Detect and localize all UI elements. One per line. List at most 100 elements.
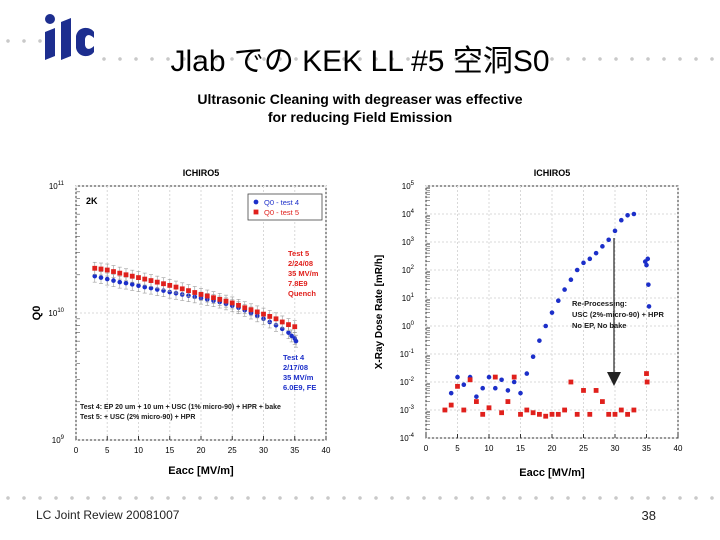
- data-point-test4: [129, 282, 135, 287]
- data-point-test4: [448, 390, 454, 396]
- data-point-test4: [645, 256, 651, 262]
- top-dotted-rule-left: [0, 38, 50, 44]
- test5-line-1: Test 5: [288, 249, 309, 258]
- x-tick-label: 25: [228, 446, 237, 455]
- data-point-test5: [555, 411, 561, 417]
- chart-title: ICHIRO5: [183, 168, 220, 178]
- data-point-test5: [455, 383, 460, 389]
- data-point-test5: [625, 411, 630, 417]
- data-point-test4: [530, 354, 536, 360]
- test5-line-5: Quench: [288, 289, 316, 298]
- data-point-test5: [574, 411, 580, 417]
- x-tick-label: 30: [259, 446, 268, 455]
- data-point-test4: [117, 279, 123, 285]
- test5-line-2: 2/24/08: [288, 259, 313, 268]
- legend-label-test4: Q0 - test 4: [264, 198, 299, 207]
- slide-title: Jlab での KEK LL #5 空洞S0: [170, 45, 550, 78]
- y-axis-label: X-Ray Dose Rate [mR/h]: [374, 255, 385, 369]
- data-point-test5: [644, 379, 650, 385]
- data-point-test4: [455, 374, 460, 380]
- data-point-test4: [92, 273, 98, 279]
- data-point-test4: [646, 304, 652, 309]
- grid: [75, 185, 327, 441]
- data-point-test5: [198, 292, 204, 297]
- data-point-test4: [612, 228, 618, 234]
- y-tick-label: 102: [402, 265, 415, 275]
- data-point-test5: [511, 374, 517, 380]
- y-tick-label: 1011: [49, 181, 65, 191]
- x-tick-label: 0: [74, 446, 79, 455]
- data-point-test5: [606, 411, 612, 417]
- data-point-test5: [117, 270, 123, 276]
- test5-annotation: Test 5 2/24/08 35 MV/m 7.8E9 Quench: [288, 249, 319, 298]
- data-point-test4: [568, 277, 574, 283]
- y-tick-label: 104: [402, 209, 415, 219]
- y-tick-labels: 1011 1010 109: [48, 181, 64, 445]
- data-point-test5: [600, 399, 605, 404]
- y-tick-label: 109: [52, 435, 65, 445]
- x-tick-label: 20: [548, 444, 557, 453]
- data-point-test5: [486, 405, 492, 411]
- subtitle-line-2: for reducing Field Emission: [267, 109, 453, 125]
- x-tick-labels: 0 5 10 15 20 25 30 35 40: [74, 446, 331, 455]
- data-point-test4: [111, 278, 116, 283]
- data-point-test4: [286, 330, 291, 335]
- x-tick-label: 40: [674, 444, 683, 453]
- data-point-test4: [293, 338, 299, 344]
- data-point-test5: [448, 402, 454, 408]
- reprocessing-line-3: No EP, No bake: [572, 321, 626, 330]
- data-point-test5: [229, 300, 235, 306]
- data-point-test5: [217, 296, 223, 302]
- data-point-test4: [644, 262, 649, 268]
- data-point-test5: [111, 269, 116, 274]
- data-point-test5: [254, 309, 260, 315]
- data-point-test5: [581, 388, 586, 393]
- process-notes: Test 4: EP 20 um + 10 um + USC (1% micro…: [80, 404, 281, 421]
- y-axis-label: Q0: [31, 306, 43, 321]
- test4-line-2: 2/17/08: [283, 363, 308, 372]
- top-dotted-rule: [96, 56, 720, 62]
- data-point-test5: [568, 379, 574, 385]
- data-point-test5: [98, 266, 104, 272]
- y-tick-labels: 105 104 103 102 101 100 10-1 10-2 10-3 10-4: [400, 181, 415, 443]
- data-point-test5: [129, 273, 135, 279]
- data-point-test5: [537, 411, 542, 417]
- x-tick-label: 10: [485, 444, 494, 453]
- x-tick-label: 15: [516, 444, 525, 453]
- data-point-test4: [600, 244, 605, 249]
- data-point-test4: [619, 217, 624, 223]
- data-point-test5: [136, 275, 141, 280]
- chart-title: ICHIRO5: [534, 168, 571, 178]
- data-point-test5: [480, 411, 486, 417]
- reprocessing-line-1: Re-Processing:: [572, 299, 627, 308]
- data-point-test5: [148, 278, 154, 283]
- x-tick-label: 40: [322, 446, 331, 455]
- data-point-test4: [537, 338, 542, 343]
- data-point-test4: [104, 276, 110, 282]
- reprocessing-annotation: Re-Processing: USC (2%-micro-90) + HPR N…: [572, 299, 664, 330]
- process-note-2: Test 5: + USC (2% micro-90) + HPR: [80, 414, 195, 421]
- x-tick-label: 0: [424, 444, 429, 453]
- legend-marker-test4: [253, 199, 259, 205]
- process-note-1: Test 4: EP 20 um + 10 um + USC (1% micro…: [80, 404, 281, 411]
- data-point-test4: [606, 237, 611, 243]
- data-point-test5: [518, 411, 523, 417]
- data-point-test4: [486, 374, 492, 380]
- data-point-test4: [562, 287, 567, 292]
- test4-line-1: Test 4: [283, 353, 305, 362]
- data-point-test5: [186, 288, 191, 294]
- data-point-test5: [242, 305, 248, 311]
- x-tick-label: 5: [105, 446, 110, 455]
- data-point-test4: [98, 275, 104, 280]
- test5-line-3: 35 MV/m: [288, 269, 319, 278]
- data-point-test5: [543, 413, 549, 419]
- data-point-test5: [530, 410, 536, 416]
- data-point-test5: [292, 324, 298, 330]
- data-point-test4: [646, 282, 651, 287]
- data-point-test5: [173, 284, 179, 290]
- data-point-test4: [123, 280, 129, 286]
- data-point-test4: [273, 323, 279, 328]
- data-point-test4: [574, 267, 580, 273]
- data-point-test5: [499, 410, 504, 416]
- data-point-test4: [142, 284, 148, 290]
